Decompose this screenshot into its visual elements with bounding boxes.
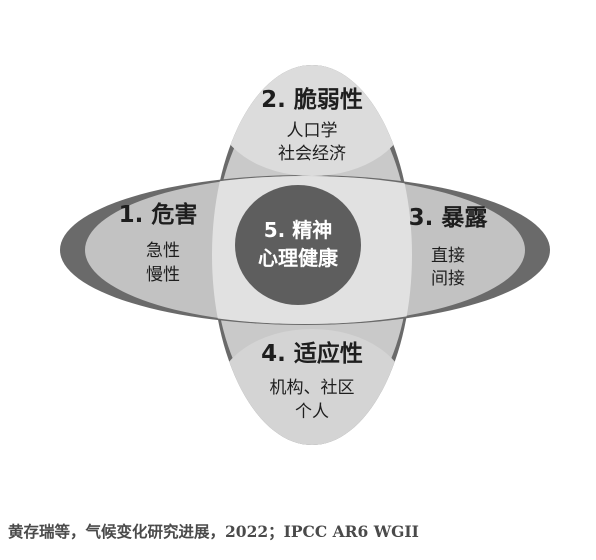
right-petal-title: 3. 暴露 bbox=[409, 205, 489, 231]
bottom-petal-line-2: 个人 bbox=[295, 402, 329, 422]
center-line-1: 5. 精神 bbox=[264, 218, 332, 242]
center-line-2: 心理健康 bbox=[258, 246, 339, 270]
bottom-petal-title: 4. 适应性 bbox=[261, 340, 363, 367]
citation-caption: 黄存瑞等，气候变化研究进展，2022；IPCC AR6 WGII bbox=[8, 522, 419, 541]
right-petal-line-1: 直接 bbox=[431, 246, 465, 266]
left-petal-title: 1. 危害 bbox=[119, 201, 198, 228]
right-petal-line-2: 间接 bbox=[431, 269, 465, 289]
left-petal-line-1: 急性 bbox=[146, 241, 180, 261]
top-petal-line-2: 社会经济 bbox=[278, 144, 346, 164]
top-petal-line-1: 人口学 bbox=[287, 121, 338, 141]
bottom-petal-line-1: 机构、社区 bbox=[270, 378, 355, 398]
left-petal-line-2: 慢性 bbox=[146, 264, 180, 285]
center-circle bbox=[235, 185, 361, 305]
top-petal-title: 2. 脆弱性 bbox=[261, 86, 363, 113]
